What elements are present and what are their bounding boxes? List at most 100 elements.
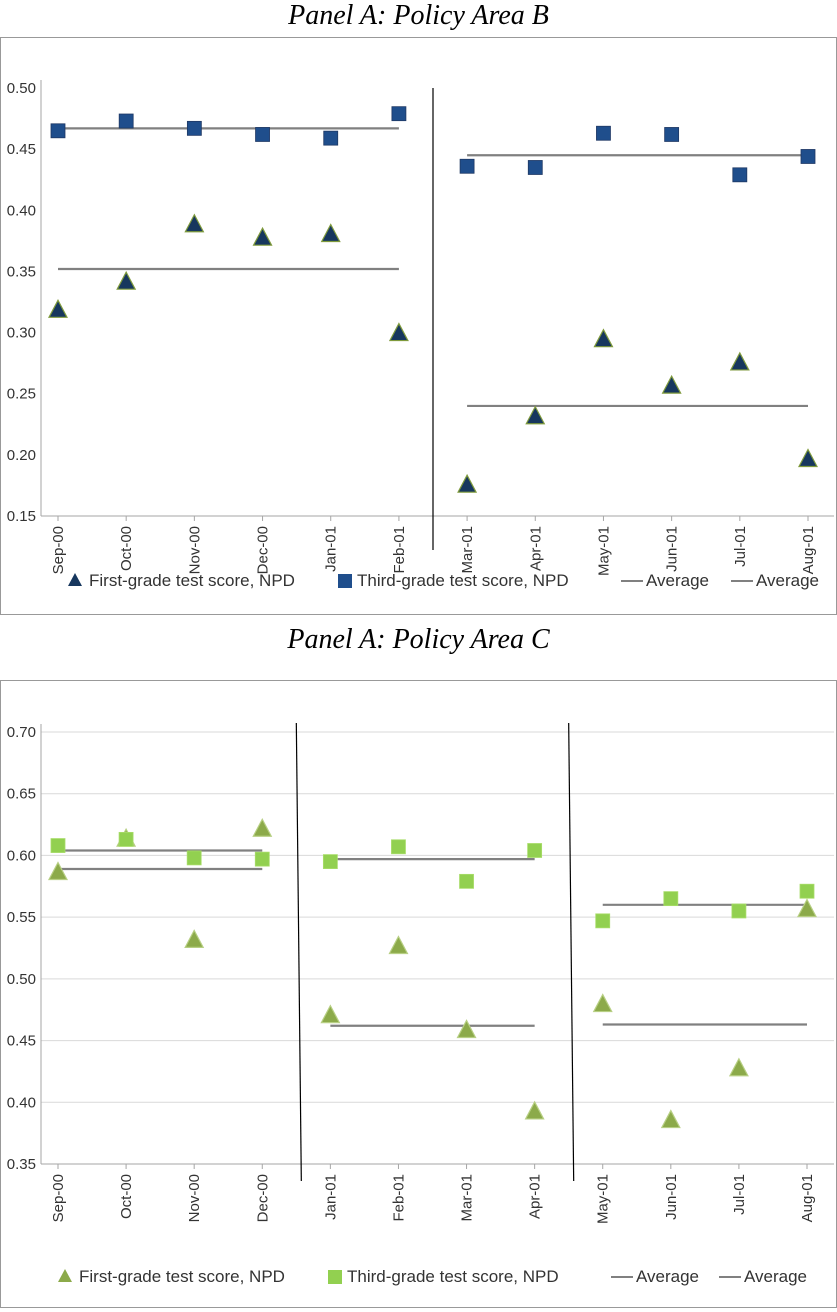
legend-third-grade-label: Third-grade test score, NPD — [347, 1267, 559, 1286]
y-tick-label: 0.35 — [7, 1156, 36, 1173]
first-grade-point — [48, 299, 68, 318]
y-tick-label: 0.20 — [7, 447, 36, 464]
x-tick-label: Oct-00 — [118, 526, 135, 571]
third-grade-point — [323, 130, 339, 146]
x-tick-label: Jun-01 — [663, 1174, 680, 1220]
third-grade-point — [596, 125, 611, 141]
chart-policy-area-b: 0.15 0.20 0.25 0.30 0.35 0.40 0.45 0.50 Sep-00 Oc… — [0, 37, 837, 615]
legend-third-grade-label: Third-grade test score, NPD — [357, 571, 569, 590]
third-grade-point — [459, 158, 475, 174]
panel-title-policy-area-c: Panel A: Policy Area C — [287, 624, 550, 655]
first-grade-point — [593, 328, 614, 348]
third-grade-point — [527, 160, 543, 175]
chart-svg-policy-area-c: 0.35 0.40 0.45 0.50 0.55 0.60 0.65 0.70 Sep-00 Oc… — [7, 722, 834, 1286]
first-grade-point — [184, 929, 205, 948]
first-grade-point — [48, 861, 68, 881]
first-grade-point — [797, 898, 817, 918]
first-grade-point — [320, 223, 341, 243]
x-tick-label: Feb-01 — [390, 1174, 407, 1222]
period-divider-line — [568, 722, 575, 1182]
y-tick-label: 0.15 — [7, 508, 36, 525]
third-grade-point — [459, 873, 474, 889]
panel-title-policy-area-b: Panel A: Policy Area B — [288, 0, 549, 31]
x-tick-label: May-01 — [595, 1174, 612, 1224]
third-grade-point — [254, 851, 270, 867]
third-grade-point — [50, 123, 66, 139]
x-tick-label: Sep-00 — [50, 1174, 67, 1222]
y-tick-label: 0.70 — [7, 724, 36, 741]
y-tick-label: 0.55 — [7, 909, 36, 926]
third-grade-point — [391, 839, 406, 855]
x-tick-label: Oct-00 — [118, 1174, 135, 1219]
third-grade-point — [732, 167, 748, 183]
x-tick-label: Mar-01 — [459, 526, 476, 574]
third-grade-point — [800, 149, 816, 164]
first-grade-point — [524, 1100, 545, 1120]
period-divider-line — [295, 722, 302, 1182]
x-tick-label: Jan-01 — [323, 526, 340, 572]
y-tick-label: 0.40 — [7, 1094, 36, 1111]
first-grade-point — [798, 448, 818, 468]
first-grade-point — [252, 817, 273, 837]
legend-average-label-1: Average — [636, 1267, 699, 1286]
first-grade-point — [729, 351, 750, 371]
x-tick-label: May-01 — [595, 526, 612, 576]
first-grade-point — [525, 405, 546, 425]
x-tick-label: Dec-00 — [254, 1174, 271, 1222]
first-grade-point — [592, 993, 613, 1013]
first-grade-point — [252, 226, 273, 246]
x-tick-label: Sep-00 — [50, 526, 67, 574]
legend-triangle-marker — [58, 1269, 72, 1282]
x-tick-label: Apr-01 — [527, 1174, 544, 1219]
third-grade-point — [595, 913, 611, 929]
y-tick-label: 0.25 — [7, 386, 36, 403]
legend-average-label-2: Average — [744, 1267, 807, 1286]
legend-first-grade-label: First-grade test score, NPD — [79, 1267, 285, 1286]
x-tick-label: Feb-01 — [391, 526, 408, 574]
x-tick-label: Mar-01 — [459, 1174, 476, 1222]
first-grade-point — [457, 473, 478, 493]
third-grade-point — [799, 883, 815, 899]
chart-svg-policy-area-b: 0.15 0.20 0.25 0.30 0.35 0.40 0.45 0.50 Sep-00 Oc… — [7, 80, 834, 590]
y-tick-label: 0.45 — [7, 141, 36, 158]
legend-first-grade-label: First-grade test score, NPD — [89, 571, 295, 590]
y-tick-label: 0.50 — [7, 80, 36, 97]
first-grade-point — [184, 213, 205, 233]
third-grade-point — [322, 854, 338, 870]
first-grade-point — [320, 1004, 341, 1024]
chart-policy-area-c: 0.35 0.40 0.45 0.50 0.55 0.60 0.65 0.70 Sep-00 Oc… — [0, 680, 837, 1308]
third-grade-point — [663, 891, 679, 907]
third-grade-point — [186, 120, 202, 136]
third-grade-point — [118, 831, 134, 847]
first-grade-point — [660, 1109, 681, 1129]
legend-average-label-1: Average — [646, 571, 709, 590]
third-grade-point — [186, 850, 202, 866]
third-grade-point — [664, 127, 680, 142]
y-tick-label: 0.45 — [7, 1033, 36, 1050]
x-tick-label: Apr-01 — [527, 526, 544, 571]
first-grade-point — [456, 1019, 477, 1039]
third-grade-point — [118, 113, 134, 129]
x-tick-label: Jul-01 — [732, 526, 749, 567]
first-grade-point — [116, 270, 137, 290]
legend-triangle-marker — [68, 573, 82, 586]
x-tick-label: Nov-00 — [186, 526, 203, 574]
third-grade-point — [255, 127, 270, 142]
x-tick-label: Nov-00 — [186, 1174, 203, 1222]
y-tick-label: 0.40 — [7, 202, 36, 219]
y-tick-label: 0.60 — [7, 847, 36, 864]
first-grade-point — [388, 322, 409, 342]
first-grade-point — [728, 1057, 749, 1077]
first-grade-point — [661, 374, 682, 394]
x-tick-label: Jan-01 — [322, 1174, 339, 1220]
third-grade-point — [527, 843, 543, 858]
y-tick-label: 0.65 — [7, 786, 36, 803]
y-tick-label: 0.35 — [7, 263, 36, 280]
x-tick-label: Aug-01 — [799, 1174, 816, 1222]
third-grade-point — [50, 838, 66, 853]
x-tick-label: Aug-01 — [800, 526, 817, 574]
legend-average-label-2: Average — [756, 571, 819, 590]
x-tick-label: Jun-01 — [664, 526, 681, 572]
x-tick-label: Dec-00 — [255, 526, 272, 574]
y-tick-label: 0.30 — [7, 325, 36, 342]
